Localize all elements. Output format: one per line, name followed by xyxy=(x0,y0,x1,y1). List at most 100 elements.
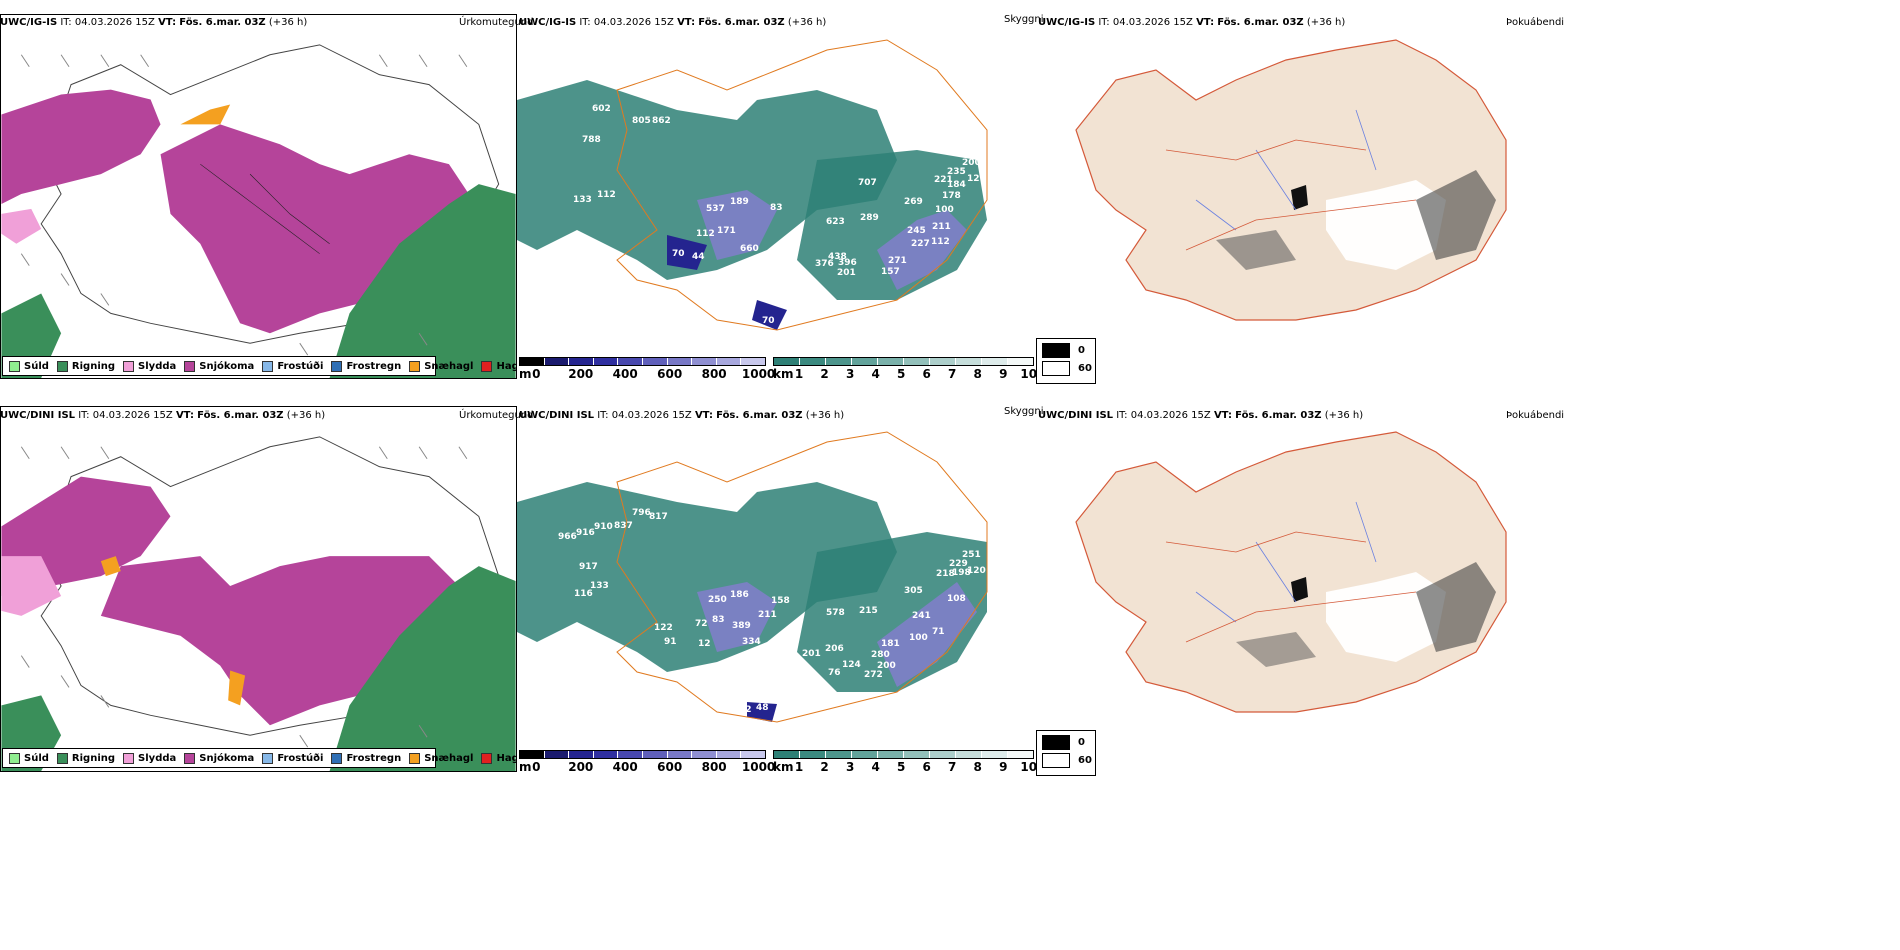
fog-map xyxy=(1036,392,1556,732)
legend-item-3: Snjókoma xyxy=(184,752,254,764)
visibility-value-label: 186 xyxy=(730,590,749,600)
model-name: UWC/IG-IS xyxy=(1038,17,1096,28)
legend-item-5: Frostregn xyxy=(331,752,401,764)
vt-label: VT: xyxy=(677,17,696,28)
legend-label: Rigning xyxy=(71,752,116,764)
header-row-2-fog: UWC/DINI ISL IT: 04.03.2026 15Z VT: Fös.… xyxy=(1038,410,1363,421)
visibility-value-label: 201 xyxy=(802,649,821,659)
legend-item-7: Haglél xyxy=(481,752,517,764)
it-label: IT: xyxy=(78,410,90,421)
colorbar-cell-7 xyxy=(692,358,717,365)
legend-label: Súld xyxy=(24,360,49,372)
colorbar-cell-2 xyxy=(569,751,594,758)
legend-swatch xyxy=(123,752,135,764)
fog-panel-2 xyxy=(1036,392,1556,732)
colorbar-tick-label: 8 xyxy=(973,760,982,774)
visibility-value-label: 184 xyxy=(947,180,966,190)
cloud-key-60: 60 xyxy=(1042,753,1092,768)
visibility-value-label: 215 xyxy=(859,606,878,616)
visibility-value-label: 76 xyxy=(828,668,841,678)
legend-item-1: Rigning xyxy=(56,752,116,764)
precip-type-legend: Súld Rigning Slydda Snjókoma Frostúði Frostre… xyxy=(2,748,517,768)
colorbar-tick-label: 0 xyxy=(532,367,541,381)
precip-type-panel-2: Súld Rigning Slydda Snjókoma Frostúði Frostre… xyxy=(0,406,517,772)
visibility-value-label: 578 xyxy=(826,608,845,618)
it-label: IT: xyxy=(1098,17,1110,28)
visibility-value-label: 250 xyxy=(708,595,727,605)
visibility-value-label: 83 xyxy=(712,615,725,625)
visibility-value-label: 112 xyxy=(931,237,950,247)
visibility-value-label: 837 xyxy=(614,521,633,531)
legend-swatch xyxy=(262,752,274,764)
lead-time: (+36 h) xyxy=(1306,17,1346,28)
visibility-value-label: 796 xyxy=(632,508,651,518)
visibility-value-label: 334 xyxy=(742,637,761,647)
colorbar-cell-6 xyxy=(667,751,693,758)
legend-label: Súld xyxy=(24,752,49,764)
visibility-panel-2 xyxy=(517,392,1036,772)
colorbar-cell-0 xyxy=(774,358,800,365)
visibility-value-label: 269 xyxy=(904,197,923,207)
lead-time: (+36 h) xyxy=(268,17,308,28)
colorbar-cell-2 xyxy=(569,358,594,365)
colorbar-strip xyxy=(773,750,1034,759)
visibility-value-label: 788 xyxy=(582,135,601,145)
legend-label: Snæhagl xyxy=(424,752,474,764)
visibility-value-label: 660 xyxy=(740,244,759,254)
visibility-value-label: 44 xyxy=(692,252,705,262)
legend-item-7: Haglél xyxy=(481,360,517,372)
colorbar-unit: m xyxy=(519,760,532,774)
legend-label: Frostúði xyxy=(277,752,324,764)
colorbar-tick-label: 3 xyxy=(845,760,855,774)
colorbar-tick-label: 600 xyxy=(657,760,683,774)
legend-swatch xyxy=(9,360,20,372)
visibility-value-label: 602 xyxy=(592,104,611,114)
model-name: UWC/IG-IS xyxy=(519,17,577,28)
colorbar-cell-9 xyxy=(1008,751,1033,758)
visibility-value-label: 95 xyxy=(785,671,798,681)
legend-label: Rigning xyxy=(71,360,116,372)
colorbar-cell-2 xyxy=(826,358,852,365)
visibility-value-label: 396 xyxy=(838,258,857,268)
visibility-value-label: 862 xyxy=(652,116,671,126)
vt-label: VT: xyxy=(1196,17,1215,28)
visibility-value-label: 48 xyxy=(756,703,769,713)
colorbar-tick-label: 800 xyxy=(701,760,727,774)
legend-swatch xyxy=(56,752,68,764)
colorbar-cell-7 xyxy=(956,358,982,365)
colorbar-tick-label: 200 xyxy=(568,760,594,774)
visibility-value-label: 229 xyxy=(949,559,968,569)
colorbar-tick-label: 8 xyxy=(973,367,982,381)
header-row-1: UWC/IG-IS IT: 04.03.2026 15Z VT: Fös. 6.… xyxy=(0,17,307,28)
header-row-2-vis: UWC/DINI ISL IT: 04.03.2026 15Z VT: Fös.… xyxy=(519,410,844,421)
colorbar-cell-4 xyxy=(878,358,904,365)
colorbar-tick-label: 600 xyxy=(657,367,683,381)
visibility-value-label: 12 xyxy=(967,174,980,184)
colorbar-cell-1 xyxy=(544,751,570,758)
it-value: 04.03.2026 15Z xyxy=(611,410,692,421)
visibility-value-label: 280 xyxy=(871,650,890,660)
visibility-value-label: 178 xyxy=(942,191,961,201)
model-name: UWC/DINI ISL xyxy=(1038,410,1114,421)
legend-swatch xyxy=(184,360,196,372)
panel-title-visibility: Skyggni xyxy=(1004,14,1044,25)
vt-label: VT: xyxy=(158,17,177,28)
visibility-value-label: 200 xyxy=(877,661,896,671)
legend-label: Frostregn xyxy=(346,360,402,372)
legend-label: Slydda xyxy=(138,360,177,372)
colorbar-cell-9 xyxy=(741,358,765,365)
visibility-value-label: 251 xyxy=(962,550,981,560)
visibility-value-label: 100 xyxy=(909,633,928,643)
colorbar-tick-label: 2 xyxy=(820,367,829,381)
legend-item-6: Snæhagl xyxy=(409,752,474,764)
legend-item-6: Snæhagl xyxy=(409,360,473,372)
legend-item-5: Frostregn xyxy=(331,360,402,372)
lead-time: (+36 h) xyxy=(1324,410,1364,421)
panel-title-fog: Þokuábendi xyxy=(1506,17,1565,28)
visibility-value-label: 122 xyxy=(654,623,673,633)
vt-value: Fös. 6.mar. 03Z xyxy=(698,17,785,28)
visibility-value-label: 245 xyxy=(907,226,926,236)
legend-item-2: Slydda xyxy=(123,752,177,764)
legend-label: Slydda xyxy=(138,752,177,764)
visibility-value-label: 200 xyxy=(962,158,981,168)
